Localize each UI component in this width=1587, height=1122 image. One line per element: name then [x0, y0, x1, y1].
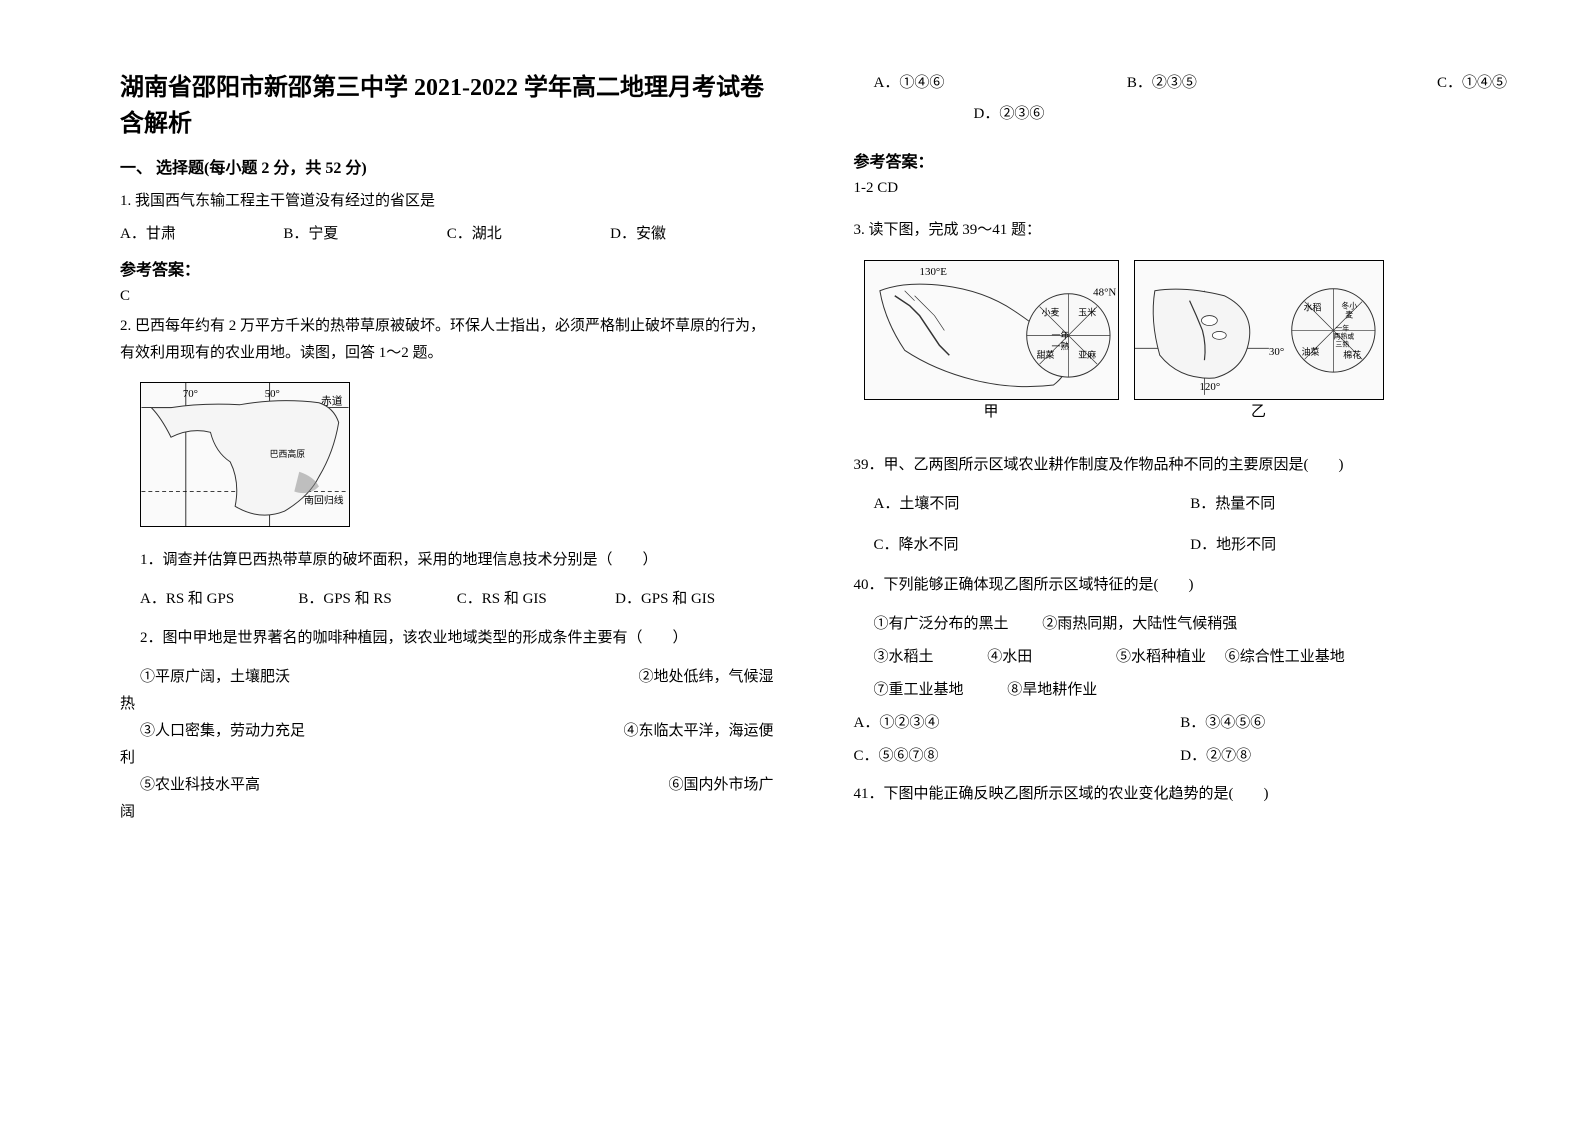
q2-sub1: 1．调查并估算巴西热带草原的破坏面积，采用的地理信息技术分别是（ ） [140, 547, 774, 574]
map-yi: 120° 30° 水稻 冬小 麦 一年 两熟或 三熟 棉花 [1134, 260, 1384, 400]
cond2-left: ③人口密集，劳动力充足 [140, 718, 305, 745]
cond3-wrap: 阔 [120, 799, 774, 826]
cond-row-2: ③人口密集，劳动力充足 ④东临太平洋，海运便 [140, 718, 774, 745]
cond3-right: ⑥国内外市场广 [668, 772, 773, 799]
svg-text:冬小: 冬小 [1341, 301, 1357, 311]
ans-12: 1-2 CD [854, 180, 1508, 197]
q40-f12: ①有广泛分布的黑土 ②雨热同期，大陆性气候稍强 [854, 608, 1508, 641]
cond3-left: ⑤农业科技水平高 [140, 772, 260, 799]
q1-options: A．甘肃 B．宁夏 C．湖北 D．安徽 [120, 221, 774, 248]
tropic-label: 南回归线 [304, 493, 344, 506]
svg-text:亚麻: 亚麻 [1078, 349, 1096, 360]
q40-f3456: ③水稻土 ④水田 ⑤水稻种植业 ⑥综合性工业基地 [854, 641, 1508, 674]
svg-text:两熟或: 两熟或 [1333, 331, 1354, 340]
left-column: 湖南省邵阳市新邵第三中学 2021-2022 学年高二地理月考试卷含解析 一、 … [100, 70, 814, 1082]
svg-text:一年: 一年 [1051, 329, 1069, 340]
q39-c: C．降水不同 [874, 529, 1191, 562]
q2-intro: 2. 巴西每年约有 2 万平方千米的热带草原被破坏。环保人士指出，必须严格制止破… [120, 313, 774, 367]
q39-b: B．热量不同 [1190, 488, 1507, 521]
right-column: A．①④⑥ B．②③⑤ C．①④⑤ D．②③⑥ 参考答案： 1-2 CD 3. … [814, 70, 1528, 1082]
cond2-right: ④东临太平洋，海运便 [623, 718, 773, 745]
lon-50-label: 50° [265, 388, 280, 400]
q40-opts-ab: A．①②③④ B．③④⑤⑥ [854, 707, 1508, 740]
jia-lon: 130°E [919, 266, 947, 278]
q40-f3: ③水稻土 [874, 641, 934, 674]
q2-answer-opts-row1: A．①④⑥ B．②③⑤ C．①④⑤ [854, 70, 1508, 97]
q1-opt-a: A．甘肃 [120, 221, 283, 248]
top-opt-b: B．②③⑤ [1127, 70, 1380, 97]
svg-text:小麦: 小麦 [1041, 307, 1059, 318]
cond2-wrap: 利 [120, 745, 774, 772]
q40-f1: ①有广泛分布的黑土 [874, 608, 1009, 641]
cond1-left: ①平原广阔，土壤肥沃 [140, 664, 290, 691]
cond1-wrap: 热 [120, 691, 774, 718]
section-1-heading: 一、 选择题(每小题 2 分，共 52 分) [120, 154, 774, 178]
q40-f78: ⑦重工业基地 ⑧旱地耕作业 [854, 674, 1508, 707]
q2s1-c: C．RS 和 GIS [457, 586, 615, 613]
svg-text:玉米: 玉米 [1078, 307, 1096, 318]
q40-a: A．①②③④ [854, 707, 1181, 740]
cond1-right: ②地处低纬，气候湿 [638, 664, 773, 691]
q40-f8: ⑧旱地耕作业 [1007, 674, 1097, 707]
q40-c: C．⑤⑥⑦⑧ [854, 740, 1181, 773]
svg-text:甜菜: 甜菜 [1036, 349, 1054, 360]
q40-f5: ⑤水稻种植业 [1116, 641, 1206, 674]
q2s1-b: B．GPS 和 RS [298, 586, 456, 613]
dual-map-figure: 130°E 48°N 小麦 玉米 一年 一熟 亚麻 甜菜 甲 120 [864, 260, 1508, 400]
q1-opt-b: B．宁夏 [283, 221, 446, 248]
svg-text:水稻: 水稻 [1303, 302, 1321, 313]
yi-caption: 乙 [1135, 400, 1383, 421]
q2-sub2: 2．图中甲地是世界著名的咖啡种植园，该农业地域类型的形成条件主要有（ ） [140, 625, 774, 652]
top-opt-d: D．②③⑥ [854, 101, 1508, 128]
top-opt-c: C．①④⑤ [1380, 70, 1507, 97]
jia-lat: 48°N [1093, 287, 1116, 299]
q41-text: 41．下图中能正确反映乙图所示区域的农业变化趋势的是( ) [854, 779, 1508, 809]
lon-70-label: 70° [183, 388, 198, 400]
q40-f6: ⑥综合性工业基地 [1225, 641, 1345, 674]
jia-caption: 甲 [865, 400, 1118, 421]
svg-text:麦: 麦 [1345, 310, 1353, 320]
q40-b: B．③④⑤⑥ [1180, 707, 1507, 740]
q1-text: 1. 我国西气东输工程主干管道没有经过的省区是 [120, 188, 774, 215]
brazil-map: 70° 50° 赤道 南回归线 巴西高原 [140, 382, 350, 527]
q40-f7: ⑦重工业基地 [874, 674, 964, 707]
cond-row-3: ⑤农业科技水平高 ⑥国内外市场广 [140, 772, 774, 799]
q40-text: 40．下列能够正确体现乙图所示区域特征的是( ) [854, 570, 1508, 600]
q1-opt-c: C．湖北 [447, 221, 610, 248]
exam-title: 湖南省邵阳市新邵第三中学 2021-2022 学年高二地理月考试卷含解析 [120, 70, 774, 142]
q40-f2: ②雨热同期，大陆性气候稍强 [1042, 608, 1237, 641]
q39-opts-cd: C．降水不同 D．地形不同 [854, 529, 1508, 562]
map-jia: 130°E 48°N 小麦 玉米 一年 一熟 亚麻 甜菜 甲 [864, 260, 1119, 400]
q1-opt-d: D．安徽 [610, 221, 773, 248]
svg-text:油菜: 油菜 [1301, 346, 1319, 357]
yi-lat: 30° [1268, 346, 1283, 358]
q39-opts-ab: A．土壤不同 B．热量不同 [854, 488, 1508, 521]
cond-row-1: ①平原广阔，土壤肥沃 ②地处低纬，气候湿 [140, 664, 774, 691]
svg-text:棉花: 棉花 [1343, 349, 1361, 360]
q2s1-a: A．RS 和 GPS [140, 586, 298, 613]
q1-answer-label: 参考答案： [120, 256, 774, 280]
q40-f4: ④水田 [987, 641, 1032, 674]
ans-label-12: 参考答案： [854, 148, 1508, 172]
q40-d: D．②⑦⑧ [1180, 740, 1507, 773]
top-opt-a: A．①④⑥ [854, 70, 1127, 97]
yi-lon: 120° [1199, 381, 1220, 393]
svg-text:一年: 一年 [1335, 323, 1349, 332]
q39-d: D．地形不同 [1190, 529, 1507, 562]
q39-text: 39．甲、乙两图所示区域农业耕作制度及作物品种不同的主要原因是( ) [854, 450, 1508, 480]
q1-answer: C [120, 288, 774, 305]
q39-a: A．土壤不同 [874, 488, 1191, 521]
highland-label: 巴西高原 [270, 448, 306, 459]
svg-text:三熟: 三熟 [1335, 339, 1349, 348]
q2s1-d: D．GPS 和 GIS [615, 586, 773, 613]
q2-sub1-opts: A．RS 和 GPS B．GPS 和 RS C．RS 和 GIS D．GPS 和… [140, 586, 774, 613]
q3-intro: 3. 读下图，完成 39～41 题： [854, 215, 1508, 245]
q40-opts-cd: C．⑤⑥⑦⑧ D．②⑦⑧ [854, 740, 1508, 773]
